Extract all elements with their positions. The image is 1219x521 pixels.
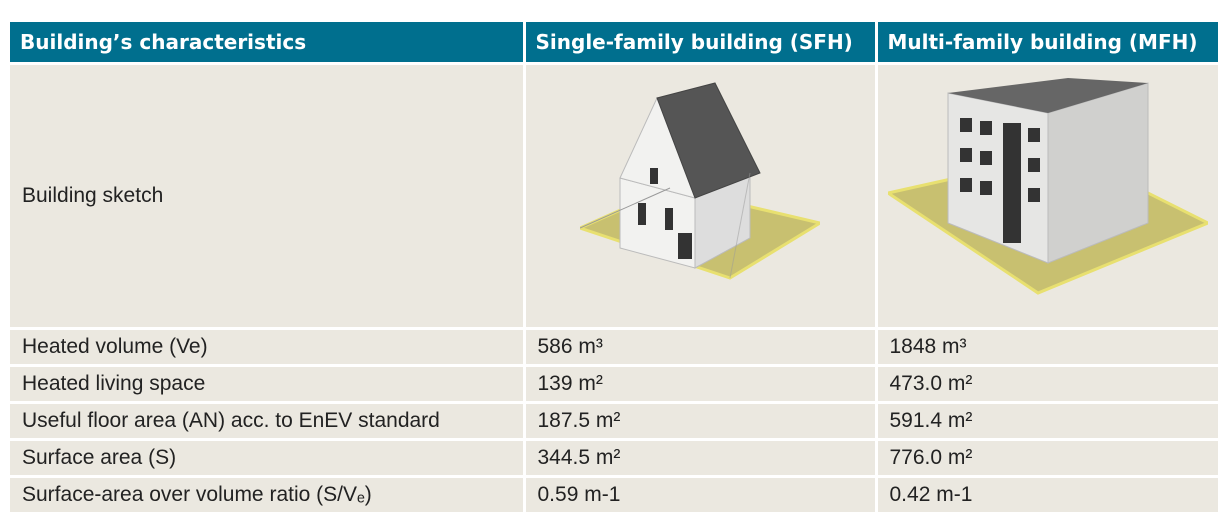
table-row: Heated living space 139 m² 473.0 m²	[10, 365, 1219, 404]
header-cell: Multi-family building (MFH)	[874, 22, 1219, 65]
table-cell: Useful floor area (AN) acc. to EnEV stan…	[10, 402, 526, 441]
sketch-label: Building sketch	[10, 63, 526, 330]
table-cell: Heated living space	[10, 365, 526, 404]
table-body: Building sketch	[10, 63, 1219, 515]
table-cell: 0.59 m-1	[522, 476, 878, 515]
table: Building’s characteristics Single-family …	[10, 22, 1219, 515]
table-cell: Heated volume (Ve)	[10, 328, 526, 367]
table-cell: 586 m³	[522, 328, 878, 367]
mfh-sketch	[883, 78, 1212, 295]
header-row: Building’s characteristics Single-family …	[10, 22, 1219, 65]
table-cell: Surface area (S)	[10, 439, 526, 478]
table-cell: 1848 m³	[874, 328, 1219, 367]
table-cell: 139 m²	[522, 365, 878, 404]
table-row: Surface area (S) 344.5 m² 776.0 m²	[10, 439, 1219, 478]
sketch-cell	[874, 63, 1219, 330]
sketch-cell	[522, 63, 878, 330]
table-cell: 473.0 m²	[874, 365, 1219, 404]
table-row: Heated volume (Ve) 586 m³ 1848 m³	[10, 328, 1219, 367]
table-row: Useful floor area (AN) acc. to EnEV stan…	[10, 402, 1219, 441]
header-cell: Building’s characteristics	[10, 22, 526, 65]
sfh-sketch	[575, 82, 824, 280]
table-cell: 591.4 m²	[874, 402, 1219, 441]
table-cell: Surface-area over volume ratio (S/Vₑ)	[10, 476, 526, 515]
header-cell: Single-family building (SFH)	[522, 22, 878, 65]
table-row: Surface-area over volume ratio (S/Vₑ) 0.5…	[10, 476, 1219, 515]
sketch-row: Building sketch	[10, 63, 1219, 330]
table-cell: 344.5 m²	[522, 439, 878, 478]
table-cell: 0.42 m-1	[874, 476, 1219, 515]
table-cell: 776.0 m²	[874, 439, 1219, 478]
table-cell: 187.5 m²	[522, 402, 878, 441]
